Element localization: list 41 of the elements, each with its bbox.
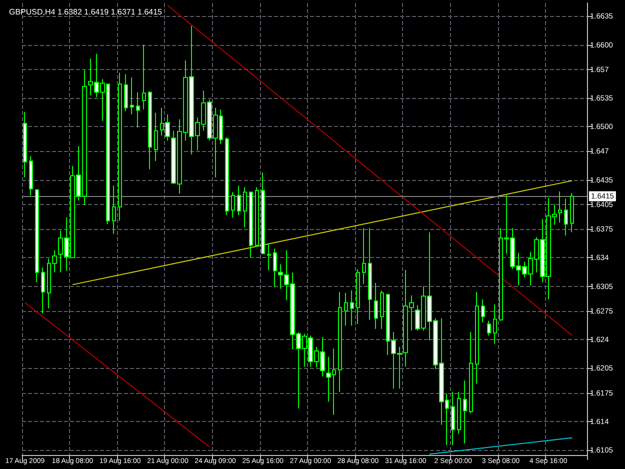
candlestick <box>243 186 247 228</box>
candlestick <box>273 248 277 288</box>
candlestick <box>475 292 479 384</box>
candlestick <box>338 292 342 392</box>
candlestick <box>124 74 128 112</box>
candlestick <box>344 292 348 326</box>
candlestick <box>558 190 562 223</box>
candlestick <box>130 77 134 115</box>
text: GBPUSD,H4 1.6382 1.6419 1.6371 1.6415 <box>9 8 163 16</box>
candlestick <box>564 198 568 236</box>
candlestick <box>356 268 360 324</box>
candlestick <box>249 192 253 258</box>
candlestick <box>231 192 235 218</box>
candlestick <box>368 228 372 320</box>
candlestick <box>148 90 152 170</box>
candlestick <box>570 192 574 233</box>
candlestick <box>118 72 122 222</box>
candlestick <box>463 380 467 444</box>
candlestick <box>469 332 473 414</box>
candlestick <box>29 156 33 196</box>
candlestick <box>267 243 271 270</box>
candlestick <box>35 189 39 283</box>
candlestick <box>154 112 158 162</box>
candlestick <box>481 298 485 323</box>
candlestick <box>457 391 461 434</box>
candlestick <box>380 290 384 330</box>
candlestick <box>225 136 229 216</box>
candlestick <box>451 391 455 446</box>
candlestick <box>362 228 366 284</box>
candlestick <box>493 304 497 344</box>
candlestick <box>350 290 354 326</box>
candlestick <box>112 185 116 234</box>
candlestick <box>41 266 45 314</box>
candlestick <box>255 186 259 248</box>
candlestick <box>136 92 140 128</box>
candlestick <box>23 111 27 178</box>
candlestick <box>261 172 265 254</box>
candlestick <box>142 44 146 110</box>
candlestick <box>374 282 378 330</box>
candlestick <box>237 185 241 216</box>
candlestick <box>487 320 491 336</box>
